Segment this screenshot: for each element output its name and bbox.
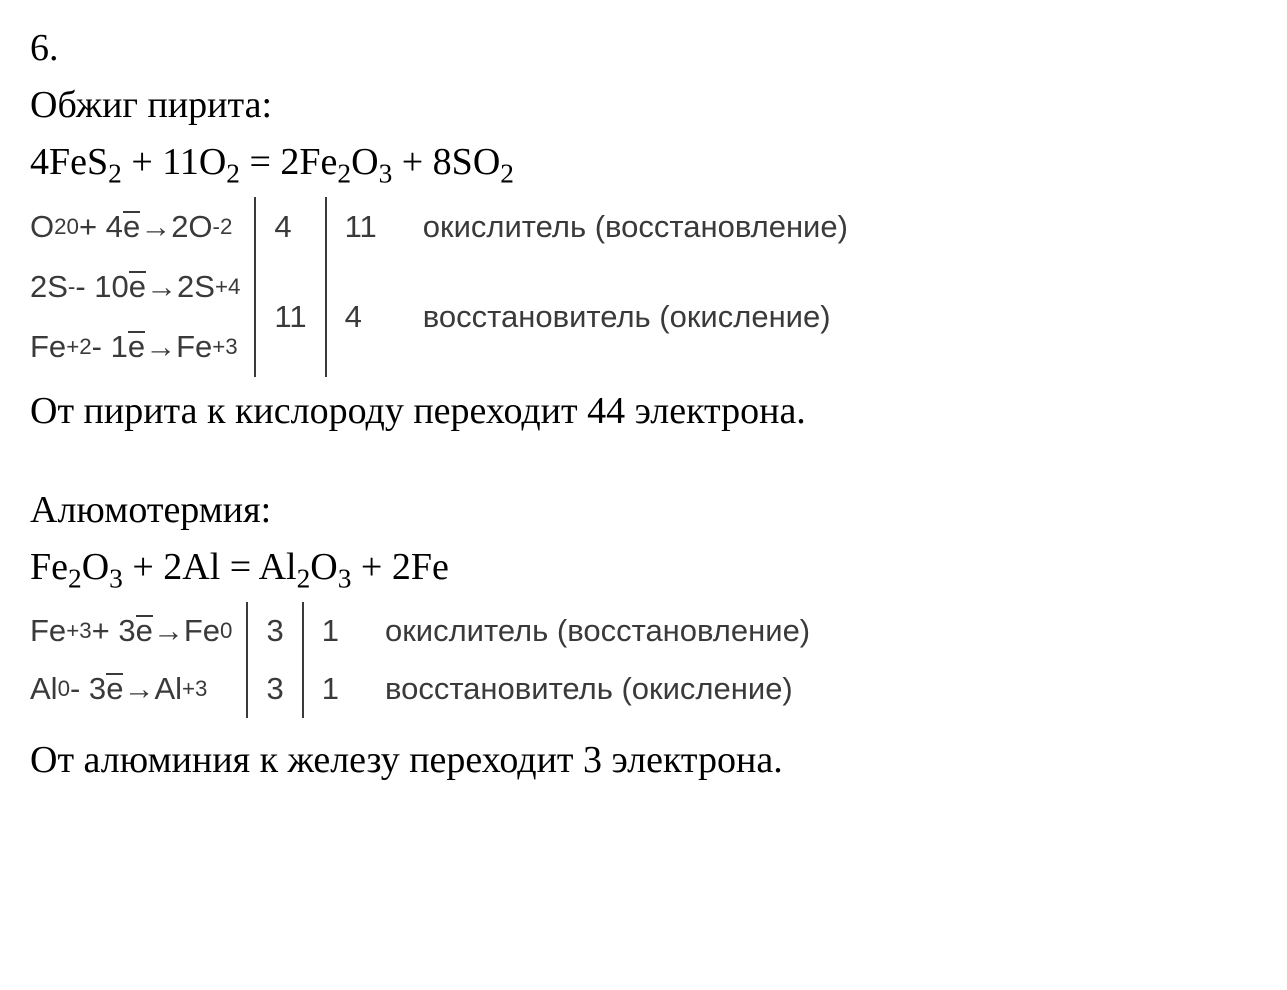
- eb-label: восстановитель (окисление): [385, 660, 810, 718]
- problem-number: 6.: [30, 20, 1257, 77]
- eb-num: 1: [322, 602, 339, 660]
- eb-num: 4: [274, 197, 306, 257]
- eb-label: окислитель (восстановление): [385, 602, 810, 660]
- section2-equation: Fe2O3 + 2Al = Al2O3 + 2Fe: [30, 539, 1257, 596]
- eb-num: 4: [345, 257, 377, 377]
- eb-reaction-row: Fe+3 + 3е → Fe0: [30, 602, 232, 660]
- eb-reaction-row: Fe+2 - 1е → Fe+3: [30, 317, 240, 377]
- section2-conclusion: От алюминия к железу переходит 3 электро…: [30, 732, 1257, 789]
- eb-reaction-row: O20 + 4е → 2O-2: [30, 197, 240, 257]
- section1-electron-balance: O20 + 4е → 2O-2 2S- - 10е → 2S+4 Fe+2 - …: [30, 197, 1257, 377]
- eb-label: восстановитель (окисление): [423, 257, 848, 377]
- eb-multiplier-col-2: 1 1: [302, 602, 357, 718]
- section1-equation: 4FeS2 + 11O2 = 2Fe2O3 + 8SO2: [30, 134, 1257, 191]
- eb-labels-col: окислитель (восстановление) восстановите…: [395, 197, 848, 377]
- eb-reaction-row: 2S- - 10е → 2S+4: [30, 257, 240, 317]
- eb-num: 11: [345, 197, 377, 257]
- eb-multiplier-col-2: 11 4: [325, 197, 395, 377]
- eb-label: окислитель (восстановление): [423, 197, 848, 257]
- eb-num: 1: [322, 660, 339, 718]
- eb-num: 11: [274, 257, 306, 377]
- eb-multiplier-col-1: 3 3: [246, 602, 301, 718]
- eb-multiplier-col-1: 4 11: [254, 197, 324, 377]
- eb-reactions-col: Fe+3 + 3е → Fe0 Al0 - 3е → Al+3: [30, 602, 246, 718]
- section2-electron-balance: Fe+3 + 3е → Fe0 Al0 - 3е → Al+3 3 3 1 1 …: [30, 602, 1257, 718]
- eb-reactions-col: O20 + 4е → 2O-2 2S- - 10е → 2S+4 Fe+2 - …: [30, 197, 254, 377]
- eb-num: 3: [266, 602, 283, 660]
- eb-labels-col: окислитель (восстановление) восстановите…: [357, 602, 810, 718]
- section1-conclusion: От пирита к кислороду переходит 44 элект…: [30, 383, 1257, 440]
- eb-reaction-row: Al0 - 3е → Al+3: [30, 660, 232, 718]
- eb-num: 3: [266, 660, 283, 718]
- section1-title: Обжиг пирита:: [30, 77, 1257, 134]
- section2-title: Алюмотермия:: [30, 482, 1257, 539]
